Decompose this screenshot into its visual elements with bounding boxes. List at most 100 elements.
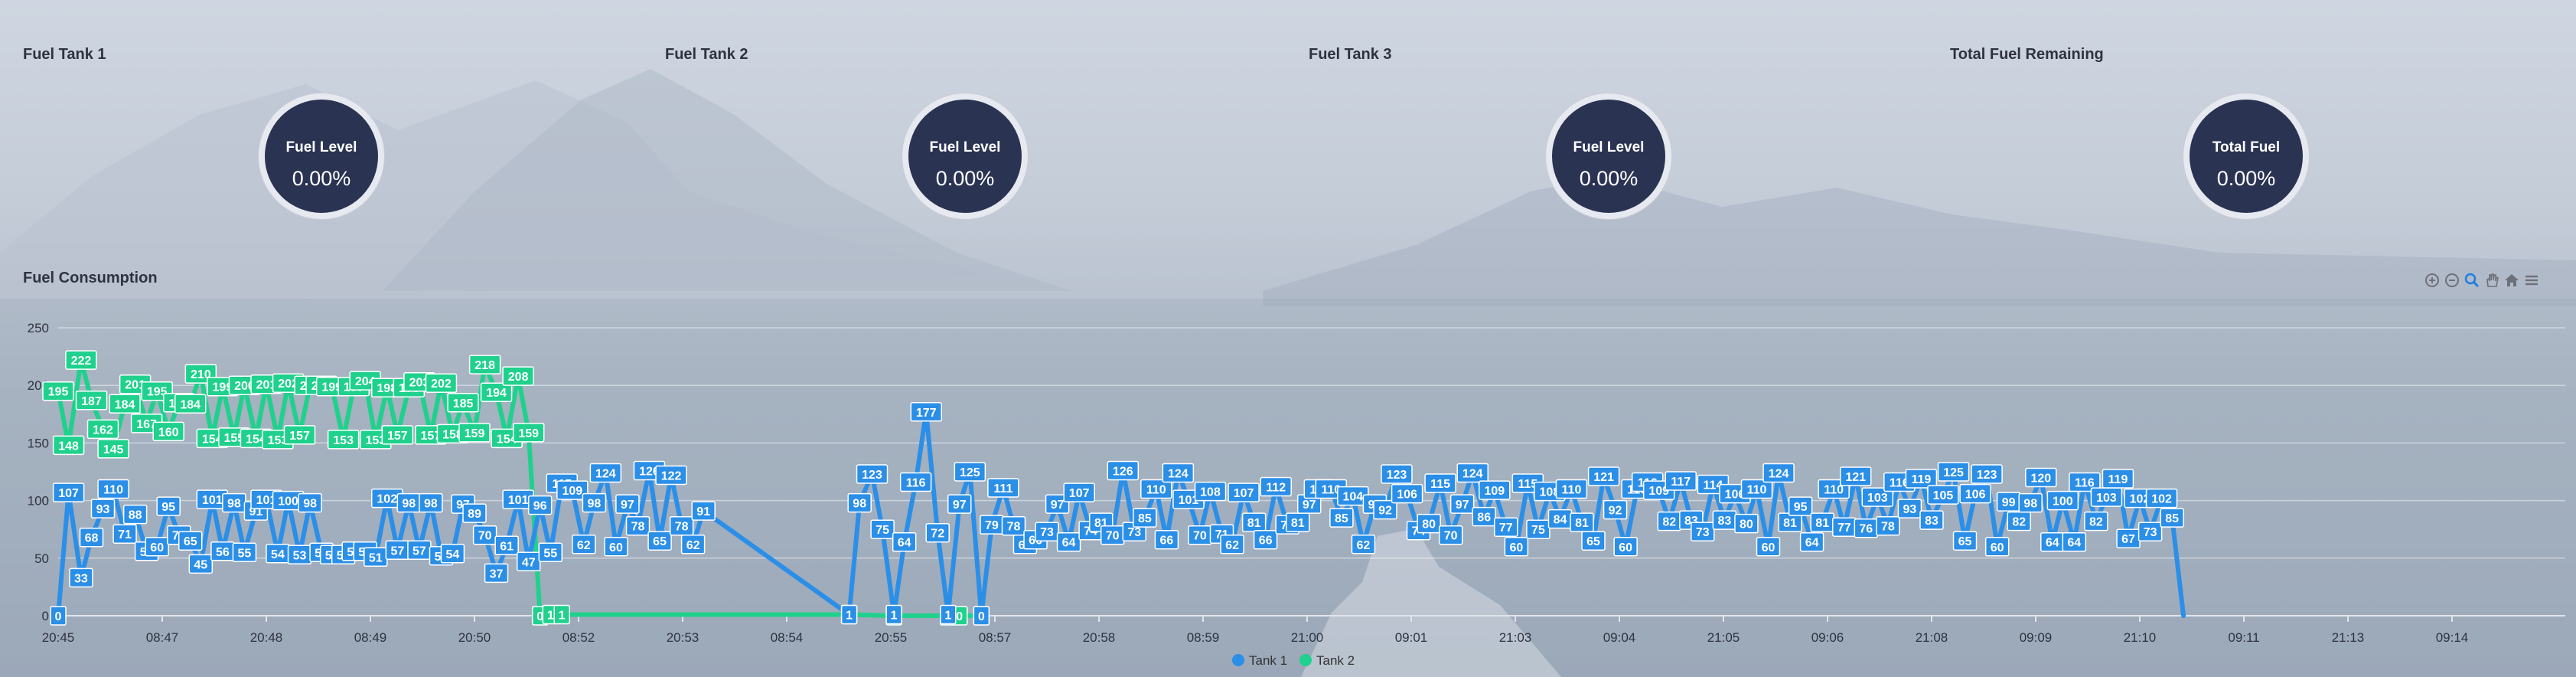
legend-item-1[interactable]: Tank 1: [1232, 653, 1287, 668]
pan-hand-icon[interactable]: [2483, 271, 2501, 289]
data-label-text: 98: [424, 498, 438, 511]
data-label-text: 119: [1911, 473, 1931, 486]
data-label-text: 155: [223, 432, 244, 445]
legend-item-2[interactable]: Tank 2: [1299, 653, 1355, 668]
data-label-text: 109: [562, 485, 582, 498]
card-title: Fuel Tank 3: [1309, 46, 1392, 63]
data-label-bg: [494, 535, 519, 556]
data-label-text: 76: [1859, 523, 1873, 536]
data-label-text: 60: [1619, 541, 1632, 554]
data-label: 82: [1657, 511, 1682, 531]
data-label: 92: [1373, 499, 1397, 520]
data-label-bg: [899, 472, 932, 492]
data-label-text: 80: [1740, 518, 1753, 531]
data-label-bg: [1351, 535, 1376, 554]
data-label-bg: [1861, 487, 1894, 507]
data-label-text: 47: [522, 556, 536, 569]
data-label-bg: [447, 393, 479, 413]
data-label: 185: [447, 393, 479, 413]
data-label-bg: [178, 531, 203, 551]
x-tick-label: 20:55: [875, 630, 908, 645]
data-label-text: 64: [1062, 537, 1076, 550]
x-tick-label: 21:05: [1707, 630, 1740, 645]
data-label: 98: [396, 492, 422, 513]
data-label-bg: [947, 494, 972, 514]
gauge-value: 0.00%: [292, 167, 351, 190]
data-label-bg: [90, 499, 116, 518]
data-label-text: 159: [518, 427, 539, 440]
data-label: 73: [1691, 522, 1715, 541]
data-label-text: 124: [1769, 468, 1789, 481]
data-label-bg: [1253, 529, 1278, 550]
data-label-bg: [145, 537, 169, 557]
selection-zoom-icon[interactable]: [2463, 271, 2481, 289]
data-label-text: 64: [2067, 537, 2081, 550]
data-label: 1: [553, 604, 570, 625]
data-label-text: 177: [916, 407, 937, 420]
data-label: 78: [1876, 515, 1900, 536]
data-label: 0: [50, 606, 67, 626]
zoom-in-icon[interactable]: [2423, 271, 2441, 289]
data-label: 70: [1188, 525, 1212, 545]
data-label-text: 37: [490, 567, 504, 581]
data-label-text: 154: [246, 433, 266, 446]
data-label-bg: [910, 402, 942, 422]
data-label-text: 93: [1903, 503, 1917, 516]
gauge-value: 0.00%: [935, 167, 995, 190]
data-label-bg: [940, 604, 957, 625]
data-label-bg: [2046, 490, 2079, 511]
menu-icon[interactable]: [2522, 271, 2541, 289]
data-label-bg: [232, 542, 257, 563]
data-label: 121: [1587, 466, 1620, 486]
x-tick-label: 08:54: [771, 630, 804, 645]
data-label-text: 65: [653, 535, 667, 548]
data-labels: 1951482221871621451842011671951601851842…: [42, 350, 2184, 626]
data-label: 1: [885, 604, 902, 625]
data-label-bg: [419, 492, 443, 513]
data-label: 71: [112, 524, 137, 544]
reset-home-icon[interactable]: [2503, 271, 2521, 289]
data-label-text: 184: [180, 398, 201, 411]
data-label-bg: [2102, 469, 2134, 489]
data-label: 80: [1417, 513, 1441, 534]
data-label-text: 73: [1127, 526, 1141, 539]
data-label-text: 124: [1168, 468, 1189, 481]
data-label: 81: [1810, 512, 1834, 532]
data-label: 1: [940, 604, 957, 625]
data-label-bg: [298, 492, 322, 513]
data-label: 126: [1107, 460, 1140, 481]
data-label-text: 117: [1671, 476, 1691, 489]
data-label: 107: [1228, 482, 1260, 502]
data-label-text: 70: [1193, 530, 1207, 543]
data-label: 97: [947, 494, 972, 514]
data-label: 85: [1133, 508, 1157, 528]
data-label: 177: [910, 402, 942, 422]
data-label-text: 98: [303, 498, 317, 511]
data-label-text: 78: [675, 521, 689, 534]
data-label: 64: [1056, 531, 1081, 552]
data-label: 78: [669, 515, 694, 536]
zoom-out-icon[interactable]: [2443, 271, 2461, 289]
data-label-bg: [97, 479, 129, 499]
data-label: 102: [2145, 488, 2178, 509]
series-line-2[interactable]: [56, 358, 984, 618]
data-label: 109: [556, 480, 589, 500]
data-label: 124: [1162, 463, 1195, 483]
data-label-text: 110: [1562, 484, 1582, 497]
data-label-text: 110: [103, 484, 123, 497]
data-label: 97: [1449, 494, 1475, 514]
data-label: 99: [1996, 492, 2021, 512]
data-label-bg: [1927, 485, 1959, 505]
data-label-text: 95: [1794, 501, 1808, 514]
data-label: 98: [847, 492, 872, 513]
data-label-text: 108: [1200, 486, 1221, 499]
x-tick-label: 08:49: [354, 630, 387, 645]
data-label: 103: [1861, 487, 1894, 507]
x-axis: 20:45 08:47 20:48 08:49 20:50 08:52 20:53 08:54…: [42, 615, 2565, 645]
x-tick-label: 08:57: [979, 630, 1012, 645]
data-label-text: 99: [2002, 496, 2016, 509]
data-label-bg: [538, 542, 563, 563]
data-label-bg: [1734, 513, 1759, 534]
data-label: 0: [973, 606, 990, 626]
data-label-text: 202: [431, 378, 452, 391]
